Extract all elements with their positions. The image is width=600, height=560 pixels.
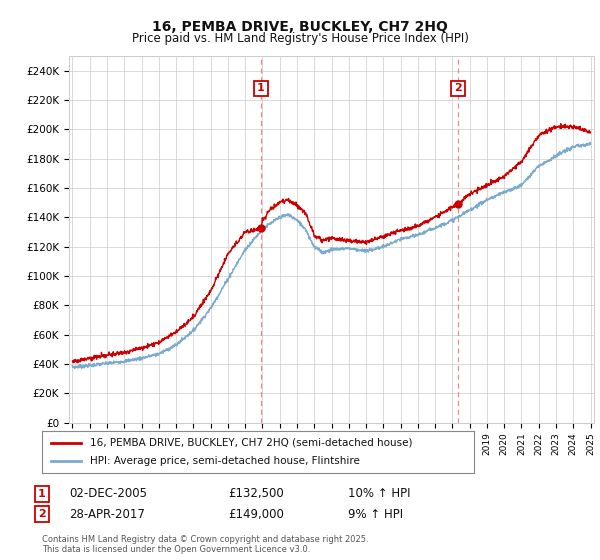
Text: 10% ↑ HPI: 10% ↑ HPI — [348, 487, 410, 501]
Text: 16, PEMBA DRIVE, BUCKLEY, CH7 2HQ (semi-detached house): 16, PEMBA DRIVE, BUCKLEY, CH7 2HQ (semi-… — [89, 438, 412, 448]
Text: 1: 1 — [38, 489, 46, 499]
Text: HPI: Average price, semi-detached house, Flintshire: HPI: Average price, semi-detached house,… — [89, 456, 359, 466]
Text: 9% ↑ HPI: 9% ↑ HPI — [348, 507, 403, 521]
Text: 2: 2 — [38, 509, 46, 519]
Text: £149,000: £149,000 — [228, 507, 284, 521]
Text: Price paid vs. HM Land Registry's House Price Index (HPI): Price paid vs. HM Land Registry's House … — [131, 32, 469, 45]
Text: 28-APR-2017: 28-APR-2017 — [69, 507, 145, 521]
Text: 02-DEC-2005: 02-DEC-2005 — [69, 487, 147, 501]
Text: Contains HM Land Registry data © Crown copyright and database right 2025.
This d: Contains HM Land Registry data © Crown c… — [42, 535, 368, 554]
Text: 2: 2 — [454, 83, 462, 94]
Text: 1: 1 — [257, 83, 265, 94]
Text: £132,500: £132,500 — [228, 487, 284, 501]
Text: 16, PEMBA DRIVE, BUCKLEY, CH7 2HQ: 16, PEMBA DRIVE, BUCKLEY, CH7 2HQ — [152, 20, 448, 34]
